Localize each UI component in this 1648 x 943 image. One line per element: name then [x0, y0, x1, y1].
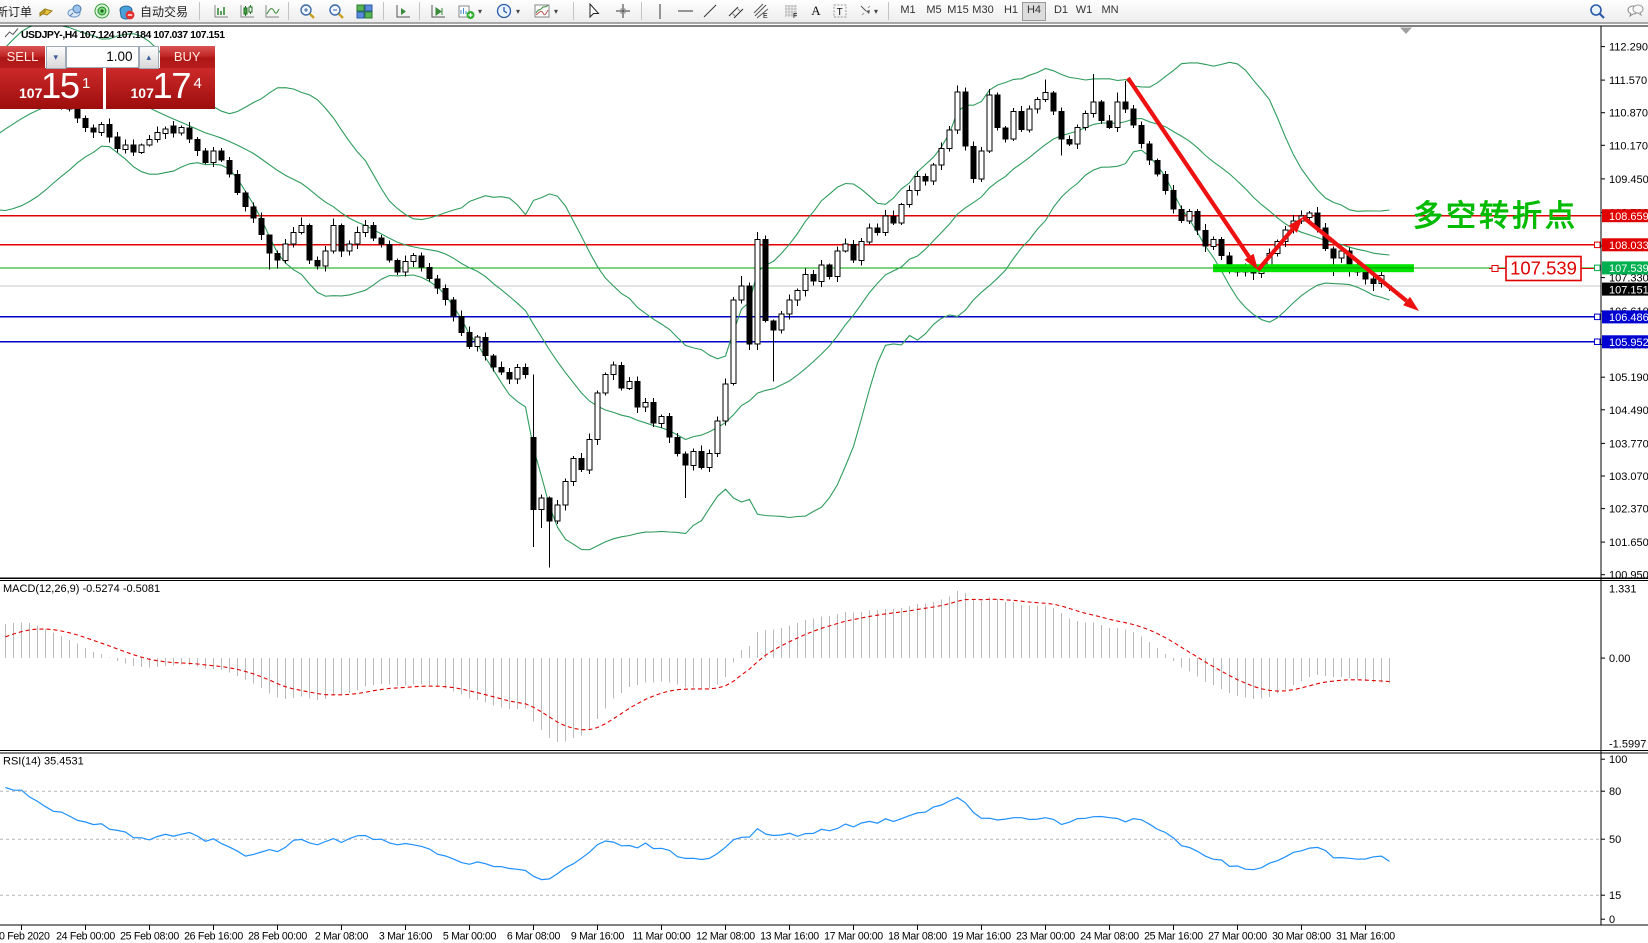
svg-text:28 Feb 00:00: 28 Feb 00:00	[248, 931, 307, 943]
svg-text:9 Mar 16:00: 9 Mar 16:00	[571, 931, 625, 943]
svg-text:105.952: 105.952	[1609, 337, 1648, 349]
svg-text:11 Mar 00:00: 11 Mar 00:00	[632, 931, 690, 943]
svg-text:104.490: 104.490	[1609, 405, 1648, 417]
svg-text:25 Mar 16:00: 25 Mar 16:00	[1144, 931, 1203, 943]
svg-text:17 Mar 00:00: 17 Mar 00:00	[824, 931, 883, 943]
svg-text:112.290: 112.290	[1609, 42, 1648, 54]
svg-text:109.450: 109.450	[1609, 174, 1648, 186]
svg-text:27 Mar 00:00: 27 Mar 00:00	[1208, 931, 1267, 943]
svg-text:101.650: 101.650	[1609, 537, 1648, 549]
svg-text:107.539: 107.539	[1609, 263, 1648, 275]
svg-text:107.539: 107.539	[1510, 258, 1577, 279]
svg-text:1.331: 1.331	[1609, 584, 1637, 596]
svg-text:25 Feb 08:00: 25 Feb 08:00	[120, 931, 179, 943]
svg-text:110.870: 110.870	[1609, 108, 1648, 120]
svg-text:多空转折点: 多空转折点	[1413, 200, 1578, 233]
svg-text:108.659: 108.659	[1609, 211, 1648, 223]
svg-text:0: 0	[1609, 914, 1615, 926]
svg-text:13 Mar 16:00: 13 Mar 16:00	[760, 931, 819, 943]
svg-text:107.330: 107.330	[1609, 273, 1648, 285]
svg-text:30 Mar 08:00: 30 Mar 08:00	[1272, 931, 1331, 943]
svg-text:12 Mar 08:00: 12 Mar 08:00	[696, 931, 755, 943]
svg-text:105.190: 105.190	[1609, 372, 1648, 384]
svg-text:E: E	[763, 13, 768, 20]
svg-text:50: 50	[1609, 834, 1621, 846]
svg-text:MACD(12,26,9) -0.5274 -0.5081: MACD(12,26,9) -0.5274 -0.5081	[3, 583, 160, 595]
svg-text:111.570: 111.570	[1609, 75, 1647, 87]
svg-text:23 Mar 00:00: 23 Mar 00:00	[1016, 931, 1075, 943]
svg-text:RSI(14) 35.4531: RSI(14) 35.4531	[3, 756, 84, 768]
svg-text:103.070: 103.070	[1609, 471, 1648, 483]
svg-text:F: F	[793, 13, 797, 20]
svg-text:0.00: 0.00	[1609, 653, 1630, 665]
svg-text:15: 15	[1609, 890, 1621, 902]
svg-text:19 Mar 16:00: 19 Mar 16:00	[952, 931, 1011, 943]
svg-text:102.370: 102.370	[1609, 504, 1648, 516]
svg-text:24 Mar 08:00: 24 Mar 08:00	[1080, 931, 1139, 943]
svg-text:2 Mar 08:00: 2 Mar 08:00	[315, 931, 369, 943]
svg-text:103.770: 103.770	[1609, 438, 1648, 450]
svg-text:108.033: 108.033	[1609, 240, 1648, 252]
svg-text:106.486: 106.486	[1609, 312, 1648, 324]
svg-text:110.170: 110.170	[1609, 140, 1648, 152]
svg-text:6 Mar 08:00: 6 Mar 08:00	[507, 931, 561, 943]
svg-text:5 Mar 00:00: 5 Mar 00:00	[443, 931, 497, 943]
svg-text:3 Mar 16:00: 3 Mar 16:00	[379, 931, 433, 943]
svg-text:18 Mar 08:00: 18 Mar 08:00	[888, 931, 947, 943]
svg-text:20 Feb 2020: 20 Feb 2020	[0, 931, 50, 943]
svg-text:80: 80	[1609, 786, 1621, 798]
svg-text:-1.5997: -1.5997	[1609, 739, 1646, 751]
svg-text:107.151: 107.151	[1609, 284, 1648, 296]
svg-text:T: T	[836, 7, 842, 18]
svg-text:100: 100	[1609, 754, 1627, 766]
svg-text:26 Feb 16:00: 26 Feb 16:00	[184, 931, 243, 943]
svg-text:24 Feb 00:00: 24 Feb 00:00	[56, 931, 115, 943]
svg-text:31 Mar 16:00: 31 Mar 16:00	[1336, 931, 1395, 943]
svg-text:100.950: 100.950	[1609, 570, 1648, 582]
svg-text:USDJPY-,H4 107.124 107.184 10: USDJPY-,H4 107.124 107.184 107.037 107.1…	[21, 30, 225, 41]
